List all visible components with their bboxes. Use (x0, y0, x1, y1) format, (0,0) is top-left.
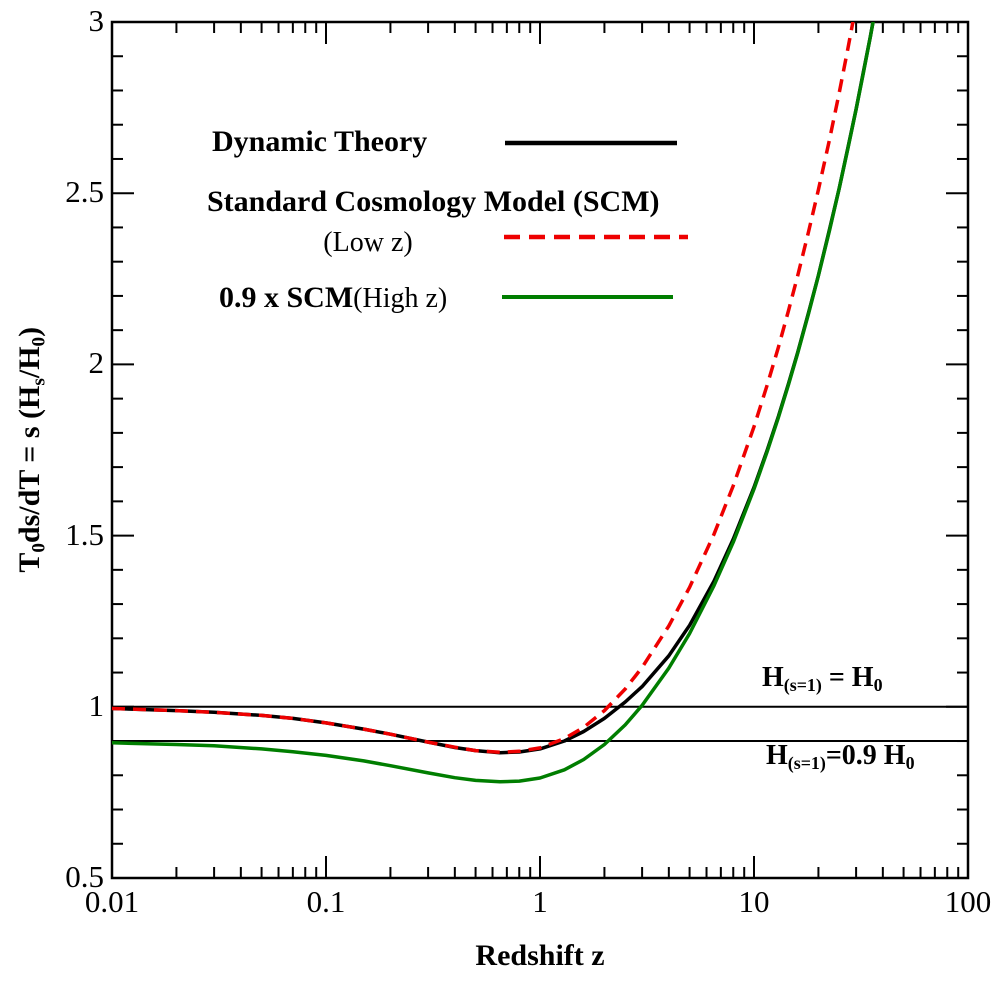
legend-label-09xscm: 0.9 x SCM(High z) (219, 281, 448, 314)
y-tick-label-2-5: 2.5 (65, 174, 104, 209)
y-tick-label-1-5: 1.5 (65, 517, 104, 552)
x-tick-label-1: 1 (532, 884, 548, 919)
x-tick-label-0-01: 0.01 (84, 884, 140, 919)
y-tick-label-2: 2 (88, 345, 105, 380)
x-tick-label-0-1: 0.1 (306, 884, 346, 919)
curve-dynamic-theory (112, 22, 875, 755)
x-axis-label: Redshift z (475, 939, 605, 972)
legend-label-dynamic-theory: Dynamic Theory (212, 125, 428, 158)
x-tick-label-100: 100 (944, 884, 992, 919)
y-axis-label: T0ds/dT = s (Hs/H0) (13, 326, 50, 573)
annotation-h-equals-09h0: H(s=1)=0.9 H0 (766, 740, 915, 774)
axis-ticks (111, 21, 969, 879)
y-tick-label-1: 1 (88, 688, 105, 723)
y-tick-label-0-5: 0.5 (65, 859, 104, 894)
x-tick-label-10: 10 (738, 884, 770, 919)
data-curves (112, 22, 875, 784)
curve-standard-cosmology-model-scm-low-z (112, 22, 855, 755)
legend-label-scm: Standard Cosmology Model (SCM) (207, 185, 660, 218)
curve-0-9-x-scm-high-z (112, 22, 875, 784)
y-tick-label-3: 3 (88, 3, 105, 38)
reference-lines (112, 705, 968, 743)
annotation-h-equals-h0: H(s=1) = H0 (762, 662, 883, 696)
legend-sublabel-low-z: (Low z) (323, 227, 413, 258)
